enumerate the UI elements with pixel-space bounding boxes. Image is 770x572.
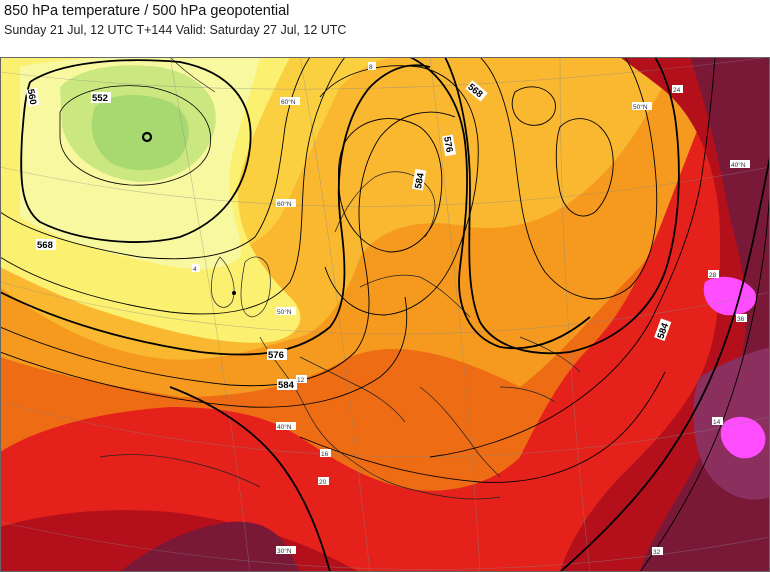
map-subtitle: Sunday 21 Jul, 12 UTC T+144 Valid: Satur… (4, 23, 347, 37)
contour-552 (59, 85, 212, 186)
temp-label-12: 12 (297, 377, 305, 384)
temp-label-36: 36 (737, 316, 745, 323)
temp-label-4: 4 (193, 266, 197, 273)
temp-label-14: 14 (713, 419, 721, 426)
contour-592-east (559, 156, 770, 572)
contour-584-north (409, 57, 591, 350)
contour-576-west (0, 57, 346, 315)
contour-east-loop (511, 86, 556, 126)
label-552: 552 (92, 93, 108, 104)
contour-560 (20, 59, 252, 243)
contour-east-big (479, 57, 658, 300)
temp-label-8: 8 (369, 64, 373, 71)
low-pressure-centre (141, 131, 153, 143)
temperature-zone-light-green (91, 95, 189, 171)
contour-584-centre (0, 111, 456, 387)
contour-568-west (0, 57, 311, 260)
temperature-labels: 24 28 36 16 12 20 14 4 8 32 (192, 62, 747, 556)
temp-label-32: 32 (653, 549, 661, 556)
label-584-east: 584 (655, 321, 671, 340)
lat-label-50n-west: 50°N (277, 308, 292, 316)
label-576-north: 576 (441, 136, 455, 154)
lat-label-60n-north: 60°N (281, 98, 296, 106)
temperature-zone-magenta-southeast (720, 416, 766, 459)
lat-label-40n-west: 40°N (277, 423, 292, 431)
low-pressure-centre-small (232, 291, 236, 295)
label-584-north: 584 (413, 171, 427, 189)
contour-east-ring (555, 118, 614, 217)
map-header: 850 hPa temperature / 500 hPa geopotenti… (0, 0, 770, 57)
contour-600-east (639, 186, 770, 572)
contour-north-ring (319, 65, 479, 316)
label-584-centre: 584 (278, 380, 295, 391)
contour-592-south (169, 386, 331, 572)
contour-576-centre (0, 64, 431, 356)
contour-labels: 560 552 568 568 576 576 (25, 80, 671, 391)
temp-label-20: 20 (319, 479, 327, 486)
geopotential-contours (0, 57, 770, 572)
latitude-labels: 30°N 40°N 40°N 50°N 50°N 60°N 60°N (276, 97, 750, 555)
lat-label-30n: 30°N (277, 547, 292, 555)
lat-label-60n-west: 60°N (277, 200, 292, 208)
lat-label-40n-east: 40°N (731, 161, 746, 169)
contour-584-east (429, 57, 716, 458)
temp-label-16: 16 (321, 451, 329, 458)
label-560: 560 (25, 88, 39, 106)
label-568-west: 568 (37, 240, 53, 251)
temp-label-24: 24 (673, 87, 681, 94)
label-576-centre: 576 (268, 350, 284, 361)
contour-low-centre (337, 118, 443, 253)
contour-sw-thin (0, 296, 408, 408)
map-title: 850 hPa temperature / 500 hPa geopotenti… (4, 3, 290, 19)
temp-label-28: 28 (709, 272, 717, 279)
lat-label-50n-east: 50°N (633, 103, 648, 111)
weather-map: 560 552 568 568 576 576 (0, 57, 770, 572)
weather-map-canvas: 560 552 568 568 576 576 (0, 57, 770, 572)
contour-south (299, 371, 666, 483)
contour-576-east (444, 57, 680, 355)
temperature-zone-red (0, 57, 770, 572)
latitude-grid (0, 57, 770, 572)
temperature-zone-maroon-south (120, 521, 300, 572)
